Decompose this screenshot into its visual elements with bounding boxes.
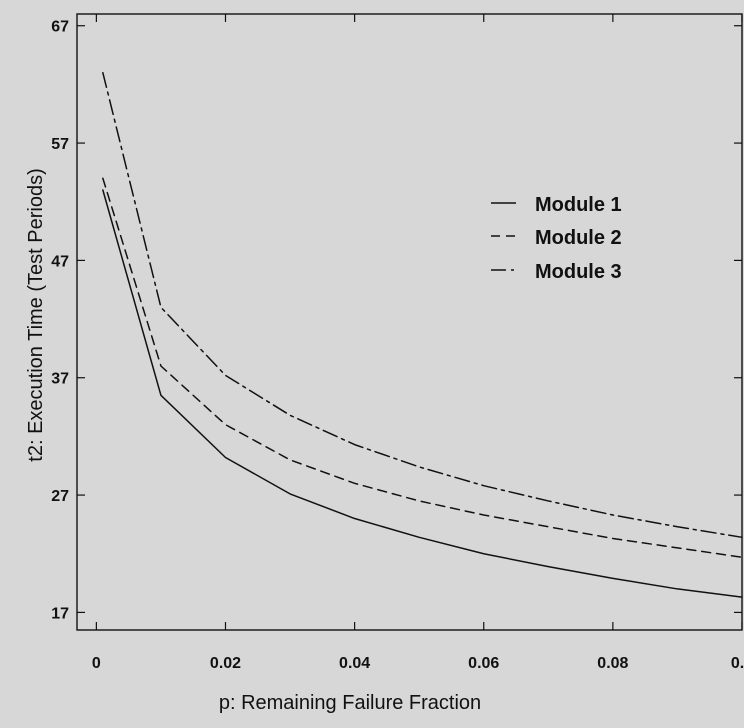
- plot-frame: [76, 13, 743, 631]
- y-tick-label-1: 27: [51, 488, 69, 505]
- series-line-module-3: [102, 71, 743, 539]
- y-axis-label: t2: Execution Time (Test Periods): [25, 168, 47, 461]
- y-tick-label-3: 47: [51, 253, 69, 270]
- series-line-module-1: [102, 189, 743, 598]
- x-tick-label-5: 0.1: [731, 655, 744, 672]
- legend-label-module-1: Module 1: [535, 194, 622, 216]
- y-tick-label-0: 17: [51, 605, 69, 622]
- y-tick-label-4: 57: [51, 136, 69, 153]
- x-tick-label-2: 0.04: [339, 655, 370, 672]
- y-tick-label-2: 37: [51, 371, 69, 388]
- series-line-module-2: [102, 177, 743, 558]
- legend-label-module-2: Module 2: [535, 227, 622, 249]
- x-tick-label-1: 0.02: [210, 655, 241, 672]
- x-tick-label-3: 0.06: [468, 655, 499, 672]
- x-tick-label-4: 0.08: [597, 655, 628, 672]
- legend: Module 1 Module 2 Module 3: [491, 194, 622, 283]
- plot-layer: 17 27 37 47 57 67 0 0.02 0.04 0.06 0.08 0.1: [51, 13, 744, 672]
- y-tick-label-5: 67: [51, 19, 69, 36]
- x-tick-label-0: 0: [92, 655, 101, 672]
- x-axis-label: p: Remaining Failure Fraction: [219, 692, 481, 714]
- legend-label-module-3: Module 3: [535, 261, 622, 283]
